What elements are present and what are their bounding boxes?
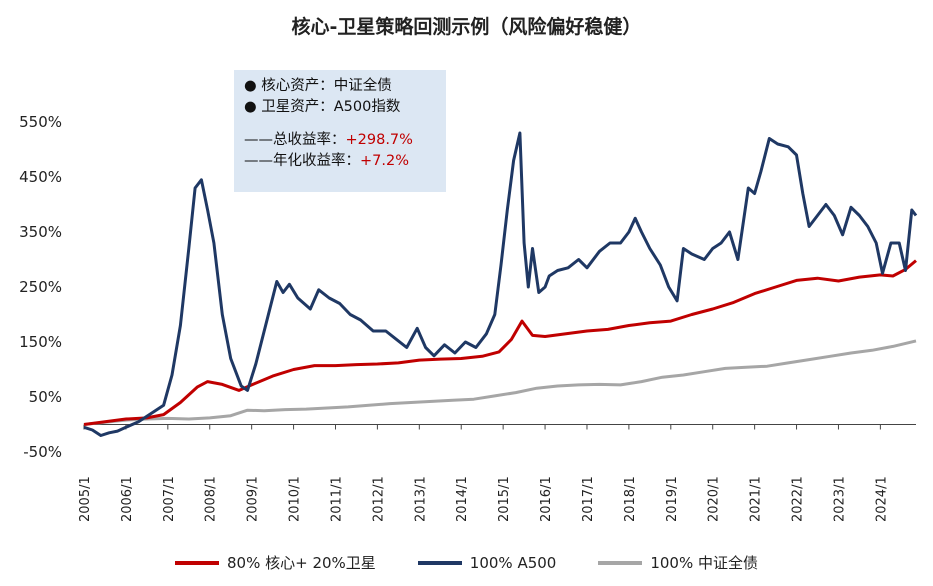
strategy-info-box: ● 核心资产：中证全债 ● 卫星资产：A500指数 ——总收益率：+298.7%… xyxy=(234,70,446,192)
x-tick-label: 2017/1 xyxy=(581,476,596,522)
legend-swatch-navy xyxy=(417,560,462,565)
x-tick-label: 2020/1 xyxy=(707,476,722,522)
y-tick-label: 50% xyxy=(29,388,62,406)
total-return-row: ——总收益率：+298.7% xyxy=(244,130,436,151)
x-tick-label: 2019/1 xyxy=(665,476,680,522)
y-tick-label: 150% xyxy=(19,333,62,351)
legend-label: 100% A500 xyxy=(469,553,557,572)
x-tick-label: 2016/1 xyxy=(539,476,554,522)
series-line-2 xyxy=(83,339,917,426)
total-return-label: ——总收益率： xyxy=(244,132,346,148)
core-asset-text: ● 核心资产：中证全债 xyxy=(244,78,392,94)
x-tick-label: 2012/1 xyxy=(371,476,386,522)
legend-item-a500: 100% A500 xyxy=(417,552,557,573)
x-axis: 2005/1 2006/1 2007/1 2008/1 2009/1 2010/1 2011… xyxy=(78,424,916,522)
x-tick-label: 2013/1 xyxy=(413,476,428,522)
x-tick-label: 2018/1 xyxy=(623,476,638,522)
satellite-asset-text: ● 卫星资产：A500指数 xyxy=(244,99,401,115)
legend-label: 80% 核心+ 20%卫星 xyxy=(227,554,376,572)
x-tick-label: 2007/1 xyxy=(162,476,177,522)
x-tick-label: 2011/1 xyxy=(329,476,344,522)
x-tick-label: 2009/1 xyxy=(246,476,261,522)
series-line-1 xyxy=(83,131,918,437)
x-tick-label: 2005/1 xyxy=(78,476,93,522)
x-tick-label: 2010/1 xyxy=(288,476,303,522)
y-tick-label: 250% xyxy=(19,278,62,296)
x-tick-label: 2023/1 xyxy=(832,476,847,522)
x-tick-label: 2022/1 xyxy=(791,476,806,522)
legend-swatch-red xyxy=(175,560,219,565)
plot-area xyxy=(83,131,918,437)
chart-svg: -50% 50% 150% 250% 350% 450% 550% 2005/1 2006/1… xyxy=(19,113,918,522)
y-tick-label: 450% xyxy=(19,168,62,186)
chart-title: 核心-卫星策略回测示例（风险偏好稳健） xyxy=(291,16,642,38)
legend-item-blend: 80% 核心+ 20%卫星 xyxy=(175,552,376,573)
legend-item-bond: 100% 中证全债 xyxy=(598,552,758,573)
y-tick-label: -50% xyxy=(23,443,62,461)
x-tick-label: 2006/1 xyxy=(120,476,135,522)
total-return-value: +298.7% xyxy=(345,132,413,148)
legend-swatch-gray xyxy=(598,560,643,565)
x-tick-label: 2015/1 xyxy=(497,476,512,522)
x-tick-label: 2021/1 xyxy=(749,476,764,522)
series-line-0 xyxy=(83,259,917,426)
annual-return-row: ——年化收益率：+7.2% xyxy=(244,151,436,172)
annual-return-label: ——年化收益率： xyxy=(244,153,360,169)
x-tick-label: 2014/1 xyxy=(455,476,470,522)
annual-return-value: +7.2% xyxy=(360,153,409,169)
legend-label: 100% 中证全债 xyxy=(650,554,758,572)
y-axis: -50% 50% 150% 250% 350% 450% 550% xyxy=(19,113,62,461)
x-tick-label: 2024/1 xyxy=(874,476,889,522)
y-tick-label: 350% xyxy=(19,223,62,241)
y-tick-label: 550% xyxy=(19,113,62,131)
x-tick-label: 2008/1 xyxy=(204,476,219,522)
legend: 80% 核心+ 20%卫星 100% A500 100% 中证全债 xyxy=(0,552,933,573)
